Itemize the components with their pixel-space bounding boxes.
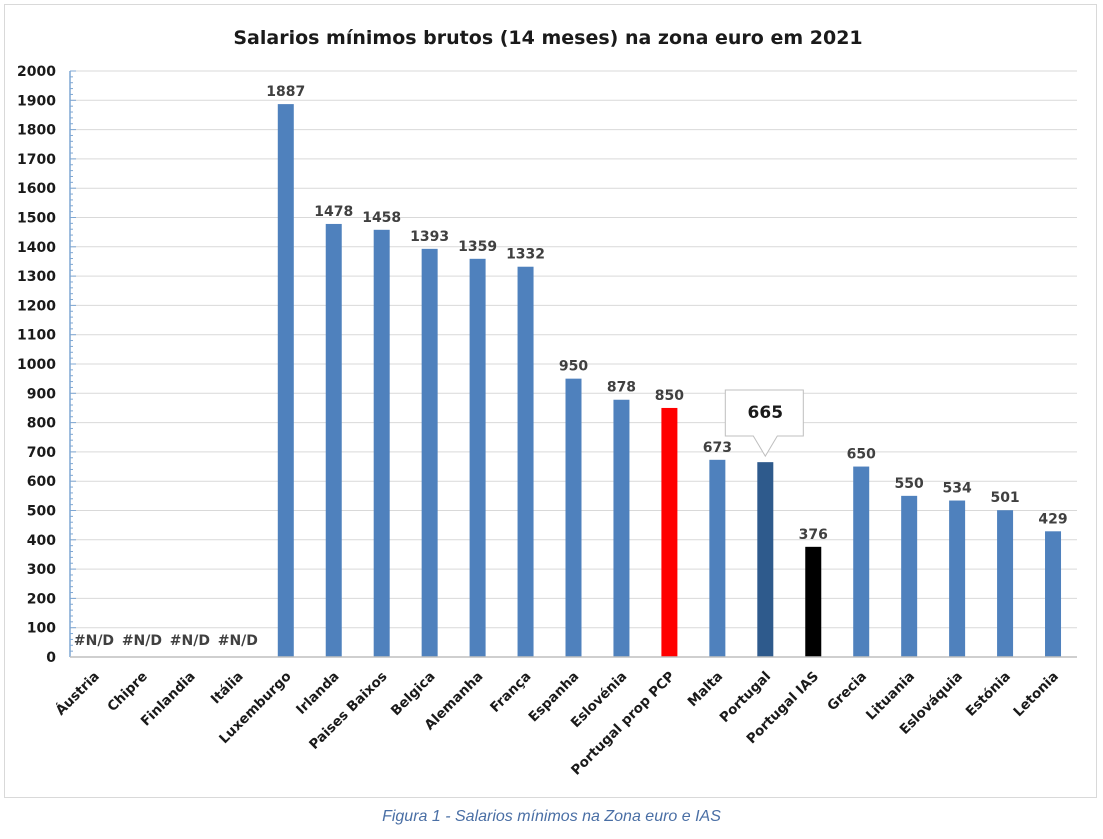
data-label: 1458 [362, 210, 401, 226]
bar [565, 378, 582, 657]
bar-chart: Salarios mínimos brutos (14 meses) na zo… [17, 27, 1077, 779]
data-label: 878 [607, 380, 636, 396]
x-tick-label: Estónia [963, 669, 1014, 720]
axes [69, 70, 1077, 658]
data-label: 850 [655, 388, 684, 404]
bar [757, 462, 774, 657]
data-label: #N/D [74, 633, 114, 649]
y-tick-label: 700 [27, 445, 56, 461]
y-tick-label: 900 [27, 386, 56, 402]
data-label: 1393 [410, 229, 449, 245]
data-label: 650 [847, 447, 876, 463]
data-label: 673 [703, 440, 732, 456]
y-tick-label: 1300 [17, 269, 56, 285]
data-label: 376 [799, 527, 828, 543]
data-label: #N/D [170, 633, 210, 649]
data-labels: #N/D #N/D #N/D #N/D 1887 1478 1458 1393 1359 1332… [74, 84, 1068, 649]
bar [373, 229, 390, 657]
bar [661, 407, 678, 657]
y-tick-label: 2000 [17, 64, 56, 80]
bar [853, 466, 870, 657]
data-label: 950 [559, 359, 588, 375]
y-tick-label: 800 [27, 416, 56, 432]
data-label: 534 [943, 481, 972, 497]
bar [901, 495, 918, 657]
callout-box [724, 389, 804, 458]
bars [277, 104, 1062, 658]
y-tick-label: 0 [46, 650, 56, 666]
bar [517, 266, 534, 657]
x-tick-label: Letonia [1010, 669, 1062, 721]
y-tick-label: 1800 [17, 123, 56, 139]
x-tick-label: França [487, 669, 534, 716]
y-tick-label: 1900 [17, 93, 56, 109]
y-tick-label: 1200 [17, 298, 56, 314]
bar [949, 500, 966, 657]
bar [805, 546, 822, 657]
x-tick-label: Grecia [824, 669, 870, 715]
data-label: 550 [895, 476, 924, 492]
y-tick-label: 1500 [17, 211, 56, 227]
callout-value-label: 665 [748, 403, 784, 423]
y-tick-label: 500 [27, 504, 56, 520]
bar [997, 510, 1014, 657]
y-tick-label: 600 [27, 474, 56, 490]
y-tick-label: 100 [27, 621, 56, 637]
bar [277, 104, 294, 657]
bar [469, 258, 486, 657]
y-tick-label: 1700 [17, 152, 56, 168]
bar [613, 399, 630, 657]
data-label: 1359 [458, 239, 497, 255]
x-tick-label: Irlanda [293, 669, 342, 718]
bar [1045, 531, 1062, 657]
data-label: 1478 [314, 204, 353, 220]
bar [421, 248, 438, 657]
x-tick-label: Chipre [104, 669, 150, 715]
x-tick-label: Malta [685, 669, 727, 711]
chart-title: Salarios mínimos brutos (14 meses) na zo… [233, 27, 862, 49]
data-label: 501 [990, 490, 1019, 506]
y-tick-label: 300 [27, 562, 56, 578]
y-tick-label: 1000 [17, 357, 56, 373]
data-label: #N/D [122, 633, 162, 649]
bar [325, 223, 342, 658]
data-label: #N/D [218, 633, 258, 649]
bar [709, 459, 726, 657]
x-tick-label: Áustria [52, 668, 103, 719]
figure-caption: Figura 1 - Salarios mínimos na Zona euro… [382, 808, 721, 825]
y-axis-ticks: 0 100 200 300 400 500 600 700 800 900 1000 1100 1200… [17, 64, 56, 666]
data-label: 429 [1038, 511, 1067, 527]
y-tick-label: 1600 [17, 181, 56, 197]
y-tick-label: 200 [27, 591, 56, 607]
chart-frame [4, 4, 1097, 798]
x-tick-label: Itália [208, 669, 247, 708]
value-callout: 665 [724, 389, 804, 458]
data-label: 1332 [506, 247, 545, 263]
data-label: 1887 [266, 84, 305, 100]
y-tick-label: 1400 [17, 240, 56, 256]
y-tick-label: 1100 [17, 328, 56, 344]
y-tick-label: 400 [27, 533, 56, 549]
